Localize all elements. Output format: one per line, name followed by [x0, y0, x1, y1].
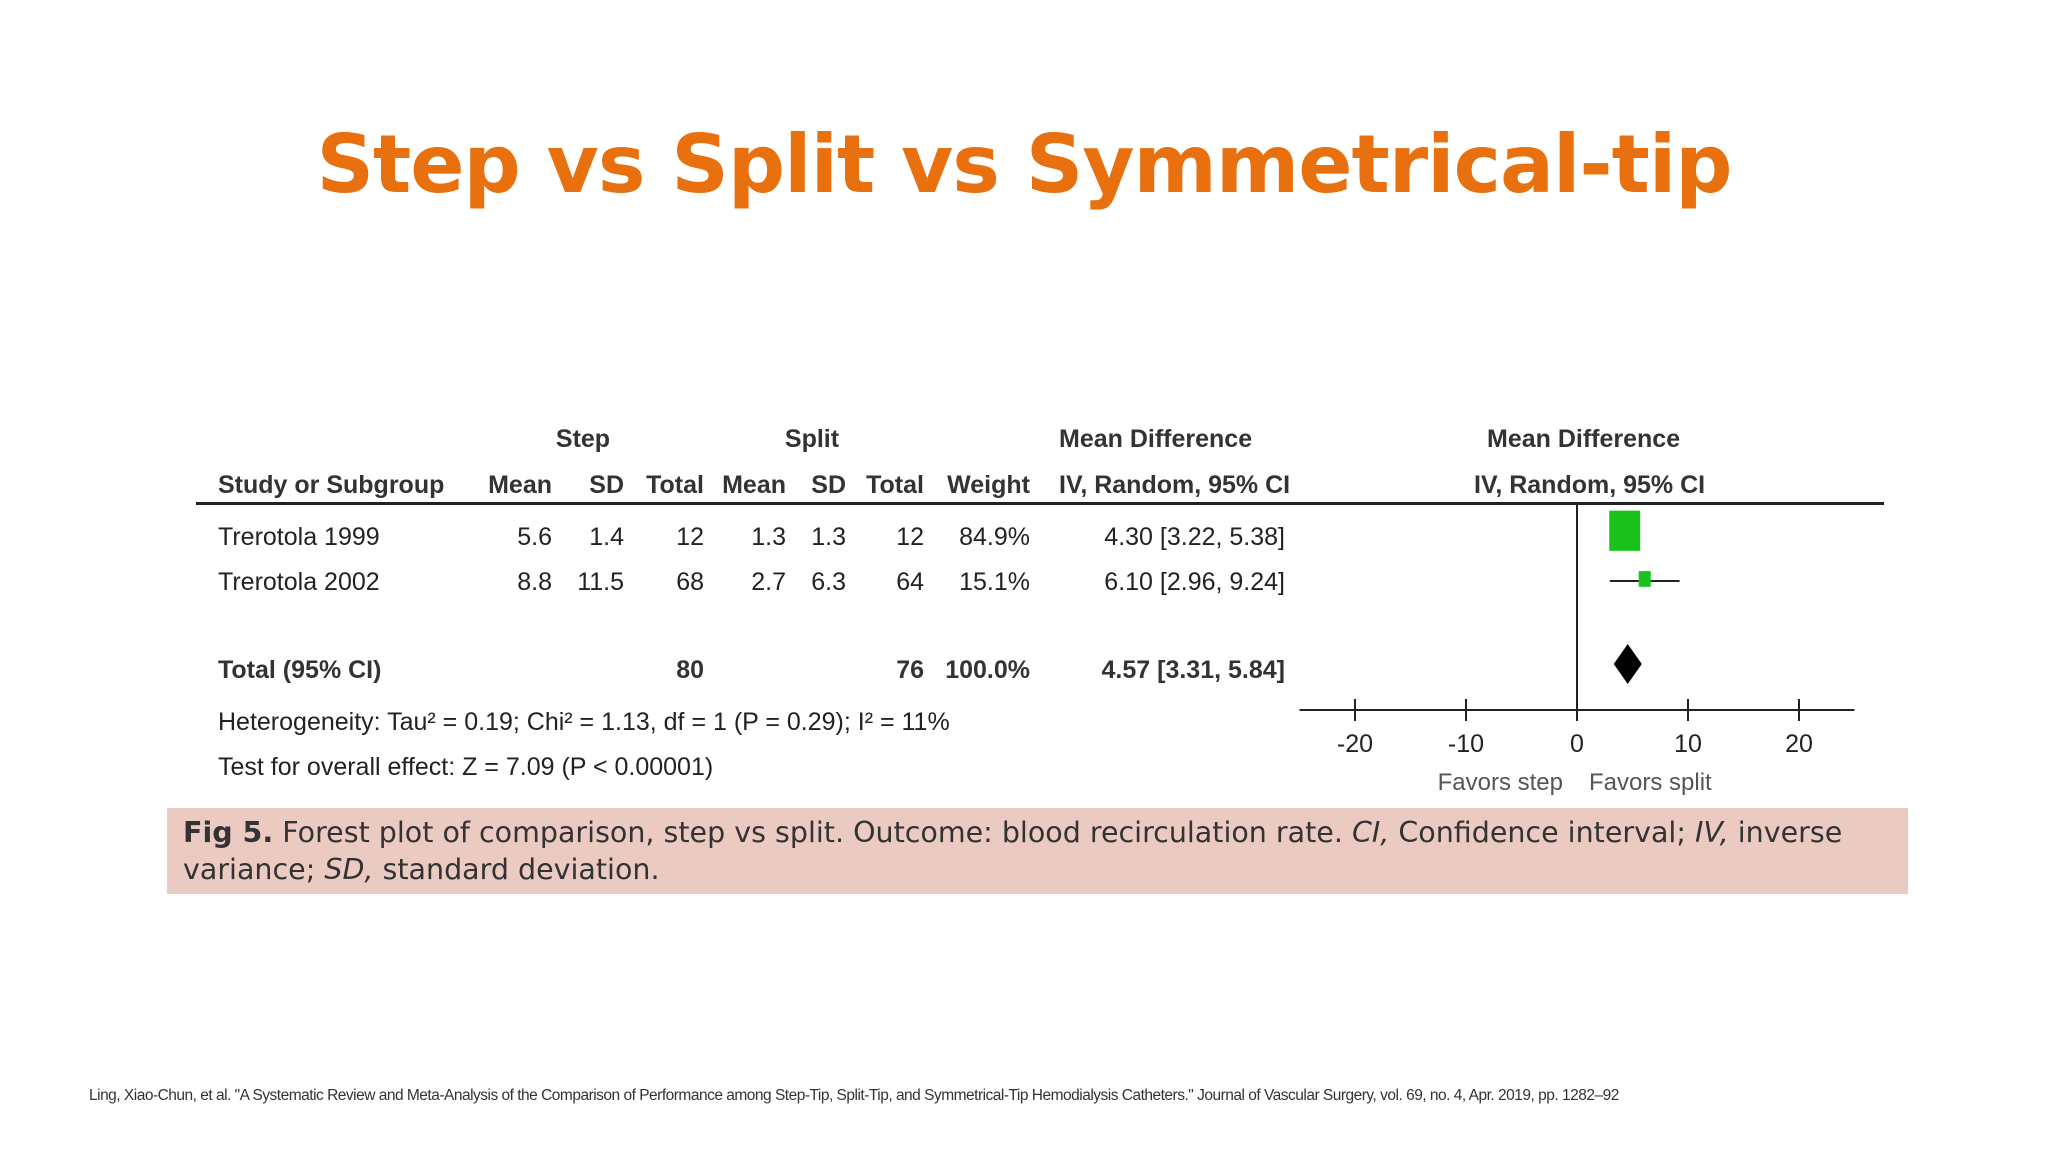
step-total: 12 — [676, 523, 704, 551]
step-total: 68 — [676, 568, 704, 596]
caption-ci-abbr: CI, — [1351, 816, 1390, 849]
mean-difference-header: Mean Difference — [1059, 425, 1253, 453]
split-sd: 6.3 — [811, 568, 846, 596]
x-tick-label: 20 — [1785, 730, 1813, 758]
col-step-sd-header: SD — [589, 471, 624, 499]
figure-caption: Fig 5. Forest plot of comparison, step v… — [167, 808, 1908, 894]
split-group-header: Split — [784, 425, 840, 453]
pooled-estimate-diamond — [1613, 644, 1642, 684]
study-weight-square — [1609, 510, 1641, 551]
weight: 100.0% — [945, 656, 1030, 684]
split-total: 76 — [896, 656, 924, 684]
total-label: Total (95% CI) — [218, 656, 382, 684]
col-split-total-header: Total — [866, 471, 924, 499]
citation-footnote: Ling, Xiao-Chun, et al. "A Systematic Re… — [89, 1087, 1619, 1104]
split-total: 12 — [896, 523, 924, 551]
overall-effect-text: Test for overall effect: Z = 7.09 (P < 0… — [218, 753, 714, 781]
split-mean: 2.7 — [751, 568, 786, 596]
step-sd: 11.5 — [577, 568, 624, 596]
step-group-header: Step — [555, 425, 611, 453]
col-study-header: Study or Subgroup — [218, 471, 445, 499]
step-sd: 1.4 — [589, 523, 624, 551]
caption-iv-abbr: IV, — [1695, 816, 1729, 849]
caption-text: standard deviation. — [373, 853, 660, 886]
col-step-total-header: Total — [646, 471, 704, 499]
study-name: Trerotola 2002 — [218, 568, 380, 596]
col-step-mean-header: Mean — [488, 471, 552, 499]
favors-split-label: Favors split — [1589, 769, 1712, 796]
x-tick-label: 10 — [1674, 730, 1702, 758]
slide-title: Step vs Split vs Symmetrical-tip — [316, 118, 1732, 211]
caption-text: inverse variance; — [183, 816, 1843, 886]
split-mean: 1.3 — [751, 523, 786, 551]
step-mean: 5.6 — [517, 523, 552, 551]
x-tick-label: 0 — [1570, 730, 1584, 758]
col-plot-md-header: IV, Random, 95% CI — [1474, 471, 1706, 499]
caption-sd-abbr: SD, — [324, 853, 374, 886]
step-total: 80 — [676, 656, 704, 684]
split-sd: 1.3 — [811, 523, 846, 551]
forest-plot: -20 -10 0 10 20 Favors step Favors split — [1299, 502, 1855, 796]
heterogeneity-text: Heterogeneity: Tau² = 0.19; Chi² = 1.13,… — [218, 708, 950, 736]
col-weight-header: Weight — [947, 471, 1030, 499]
x-tick-label: -10 — [1448, 730, 1484, 758]
x-tick-label: -20 — [1337, 730, 1373, 758]
mean-difference-ci: 6.10 [2.96, 9.24] — [1104, 568, 1285, 596]
study-weight-square — [1638, 571, 1651, 587]
weight: 84.9% — [959, 523, 1030, 551]
col-split-mean-header: Mean — [722, 471, 786, 499]
caption-label: Fig 5. — [183, 816, 274, 849]
weight: 15.1% — [959, 568, 1030, 596]
col-split-sd-header: SD — [811, 471, 846, 499]
header-rule — [196, 502, 1884, 505]
col-md-header: IV, Random, 95% CI — [1059, 471, 1291, 499]
caption-text: Forest plot of comparison, step vs split… — [273, 816, 1352, 849]
study-name: Trerotola 1999 — [218, 523, 380, 551]
split-total: 64 — [896, 568, 924, 596]
step-mean: 8.8 — [517, 568, 552, 596]
mean-difference-ci: 4.30 [3.22, 5.38] — [1104, 523, 1285, 551]
favors-step-label: Favors step — [1438, 769, 1563, 796]
plot-mean-difference-header: Mean Difference — [1487, 425, 1681, 453]
mean-difference-ci: 4.57 [3.31, 5.84] — [1101, 656, 1285, 684]
caption-text: Confidence interval; — [1389, 816, 1695, 849]
